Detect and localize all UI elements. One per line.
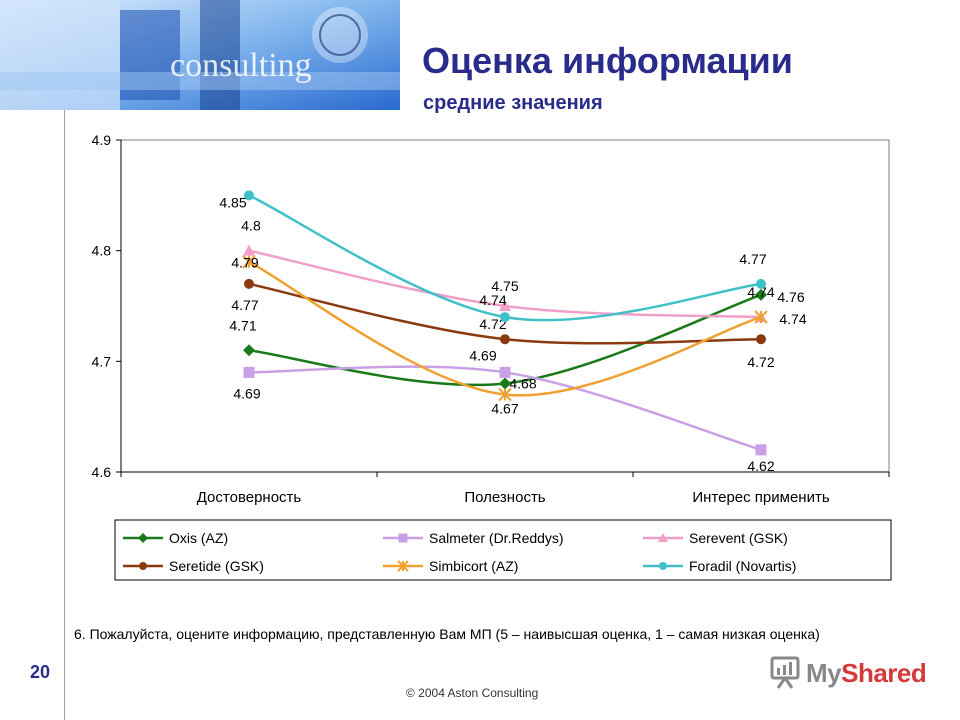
data-label-1-2: 4.62 <box>747 458 774 474</box>
legend-marker-4 <box>397 560 409 572</box>
legend-label-3: Seretide (GSK) <box>169 558 264 574</box>
legend-marker-3 <box>139 562 147 570</box>
watermark-prefix: My <box>806 657 842 688</box>
legend-box <box>114 519 892 581</box>
data-point-5-2 <box>756 278 766 289</box>
legend-label-4: Simbicort (AZ) <box>429 558 518 574</box>
data-point-1-2 <box>755 444 767 456</box>
watermark-suffix: Shared <box>841 657 927 688</box>
page-subtitle: средние значения <box>423 92 603 114</box>
data-label-2-0: 4.8 <box>241 218 261 234</box>
data-label-4-0: 4.79 <box>231 255 258 271</box>
data-point-3-0 <box>244 278 254 289</box>
legend-marker-2 <box>658 533 668 542</box>
data-label-5-0: 4.85 <box>219 194 246 210</box>
legend-label-2: Serevent (GSK) <box>689 530 788 546</box>
data-label-4-2: 4.74 <box>747 284 774 300</box>
data-label-5-1: 4.74 <box>479 292 506 308</box>
data-label-5-2: 4.77 <box>739 251 766 267</box>
x-tick-label: Полезность <box>464 489 545 506</box>
y-tick-label: 4.8 <box>92 243 112 259</box>
data-label-1-1: 4.69 <box>469 347 496 363</box>
page-title: Оценка информации <box>422 40 793 81</box>
legend-label-0: Oxis (AZ) <box>169 530 228 546</box>
data-label-0-2: 4.76 <box>777 289 804 305</box>
legend-marker-5 <box>659 562 667 570</box>
data-point-0-0 <box>243 344 255 357</box>
data-point-4-1 <box>498 387 512 402</box>
data-point-1-0 <box>243 366 255 378</box>
banner-text: consulting <box>170 47 312 84</box>
data-label-3-1: 4.72 <box>479 316 506 332</box>
y-tick-label: 4.7 <box>92 353 112 369</box>
legend-marker-1 <box>398 533 408 543</box>
data-point-1-1 <box>499 366 511 378</box>
x-tick-label: Достоверность <box>197 489 302 506</box>
data-point-2-1 <box>499 300 511 311</box>
question-text: 6. Пожалуйста, оцените информацию, предс… <box>74 626 820 642</box>
x-tick-label: Интерес применить <box>692 489 829 506</box>
line-chart: 4.6 4.7 4.8 4.9 Достоверность Полезность Интер… <box>92 132 892 581</box>
legend-marker-0 <box>138 533 148 543</box>
data-label-0-0: 4.71 <box>229 317 256 333</box>
presentation-icon <box>770 656 800 689</box>
data-point-0-1 <box>499 377 511 390</box>
copyright-text: © 2004 Aston Consulting <box>406 686 539 700</box>
data-point-3-1 <box>500 334 510 345</box>
left-divider <box>64 110 65 720</box>
y-tick-label: 4.6 <box>92 464 112 480</box>
legend-label-5: Foradil (Novartis) <box>689 558 796 574</box>
data-label-0-1: 4.68 <box>509 375 536 391</box>
data-point-2-0 <box>243 244 255 256</box>
data-point-4-2 <box>754 310 768 324</box>
watermark-logo: MyShared <box>770 655 927 691</box>
data-label-4-1: 4.67 <box>491 401 518 417</box>
data-label-3-0: 4.77 <box>231 297 258 313</box>
data-label-3-2: 4.72 <box>747 354 774 370</box>
data-point-5-0 <box>244 190 254 201</box>
data-label-1-0: 4.69 <box>233 385 260 401</box>
header-banner-image: consulting <box>0 0 400 110</box>
y-tick-label: 4.9 <box>92 132 112 148</box>
data-label-2-2: 4.74 <box>779 311 806 327</box>
data-point-0-2 <box>755 288 767 301</box>
legend-label-1: Salmeter (Dr.Reddys) <box>429 530 564 546</box>
data-label-2-1: 4.75 <box>491 278 518 294</box>
page-number: 20 <box>30 662 51 682</box>
data-point-3-2 <box>756 334 766 345</box>
data-point-5-1 <box>500 312 510 323</box>
data-point-4-0 <box>242 255 256 269</box>
